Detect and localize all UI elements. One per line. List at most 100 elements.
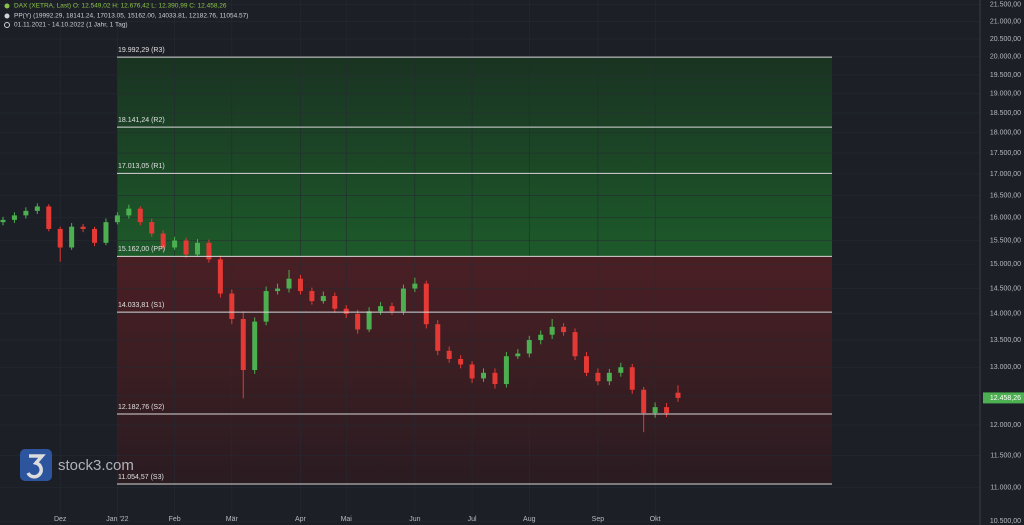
candle-body: [629, 367, 635, 390]
candle-body: [538, 334, 544, 341]
y-tick-label: 16.500,00: [990, 192, 1021, 199]
x-tick-label: Aug: [523, 516, 536, 523]
candle-body: [206, 242, 212, 260]
pivot-label: 15.162,00 (PP): [118, 246, 165, 253]
pivot-label: 18.141,24 (R2): [118, 117, 165, 124]
header-pivots: PP(Y) (19992.29, 18141.24, 17013.05, 151…: [14, 13, 248, 20]
candle-body: [481, 372, 487, 379]
candle-body: [492, 372, 498, 385]
x-tick-label: Feb: [169, 516, 181, 523]
y-tick-label: 14.500,00: [990, 285, 1021, 292]
x-tick-label: Dez: [54, 516, 67, 523]
x-tick-label: Jan '22: [106, 516, 128, 523]
candle-body: [46, 206, 52, 229]
candle-body: [275, 288, 281, 292]
candle-body: [572, 332, 578, 357]
pivot-label: 14.033,81 (S1): [118, 302, 164, 309]
range-icon: [4, 22, 10, 28]
x-tick-label: Mai: [341, 516, 353, 523]
pivot-label: 12.182,76 (S2): [118, 404, 164, 411]
y-tick-label: 19.500,00: [990, 72, 1021, 79]
candle-body: [137, 208, 143, 223]
y-tick-label: 20.000,00: [990, 54, 1021, 61]
candle-body: [378, 306, 384, 312]
candle-body: [435, 324, 441, 351]
resistance-zone: [117, 57, 832, 257]
candle-body: [503, 356, 509, 385]
candle-body: [366, 311, 372, 330]
candle-body: [423, 283, 429, 325]
candle-body: [549, 326, 555, 335]
candle-body: [240, 319, 246, 371]
y-tick-label: 13.000,00: [990, 364, 1021, 371]
candle-body: [263, 291, 269, 322]
candle-body: [595, 372, 601, 382]
candle-body: [0, 219, 6, 223]
candle-body: [11, 215, 17, 220]
candle-body: [217, 259, 223, 294]
candle-body: [309, 291, 315, 302]
candle-body: [149, 222, 155, 234]
candle-body: [583, 356, 589, 373]
x-tick-label: Mär: [226, 516, 239, 523]
candle-body: [343, 308, 349, 314]
y-tick-label: 21.000,00: [990, 19, 1021, 26]
candle-body: [618, 367, 624, 373]
candle-body: [675, 392, 681, 398]
candle-body: [526, 340, 532, 354]
logo-mark: [26, 454, 46, 479]
y-tick-label: 21.500,00: [990, 2, 1021, 9]
symbol-icon: [4, 3, 10, 9]
candle-body: [80, 226, 86, 229]
candle-body: [34, 206, 40, 211]
y-tick-label: 17.500,00: [990, 150, 1021, 157]
candle-body: [332, 296, 338, 309]
y-tick-label: 10.500,00: [990, 518, 1021, 525]
x-tick-label: Sep: [592, 516, 605, 523]
candle-body: [400, 288, 406, 312]
y-tick-label: 18.500,00: [990, 110, 1021, 117]
y-tick-label: 20.500,00: [990, 36, 1021, 43]
candle-body: [297, 278, 303, 292]
candle-body: [664, 407, 670, 414]
y-tick-label: 19.000,00: [990, 91, 1021, 98]
candle-body: [103, 222, 109, 243]
candle-body: [606, 372, 612, 382]
candle-body: [561, 326, 567, 333]
candle-body: [183, 240, 189, 255]
candle-body: [126, 208, 132, 216]
candle-body: [69, 226, 75, 248]
y-tick-label: 14.000,00: [990, 311, 1021, 318]
y-tick-label: 11.000,00: [990, 484, 1021, 491]
candle-body: [446, 350, 452, 359]
x-tick-label: Jul: [468, 516, 477, 523]
candle-body: [320, 296, 326, 302]
y-tick-label: 17.000,00: [990, 171, 1021, 178]
y-tick-label: 16.000,00: [990, 214, 1021, 221]
candle-body: [469, 364, 475, 379]
candle-body: [286, 278, 292, 289]
y-tick-label: 12.000,00: [990, 422, 1021, 429]
candle-body: [412, 283, 418, 289]
candle-body: [172, 240, 178, 248]
y-tick-label: 11.500,00: [990, 452, 1021, 459]
candle-body: [160, 233, 166, 248]
candle-body: [458, 358, 464, 365]
pivot-label: 19.992,29 (R3): [118, 47, 165, 54]
y-tick-label: 15.000,00: [990, 261, 1021, 268]
y-tick-label: 15.500,00: [990, 237, 1021, 244]
candle-body: [57, 228, 63, 248]
candle-body: [652, 407, 658, 414]
header-range: 01.11.2021 - 14.10.2022 (1 Jahr, 1 Tag): [14, 22, 128, 29]
candle-body: [194, 242, 200, 255]
candle-body: [23, 210, 29, 216]
last-price-label: 12.458,26: [990, 395, 1021, 402]
candle-body: [389, 306, 395, 312]
y-tick-label: 18.000,00: [990, 130, 1021, 137]
y-tick-label: 13.500,00: [990, 337, 1021, 344]
candle-body: [355, 313, 361, 330]
candle-body: [641, 389, 647, 414]
candle-body: [252, 321, 258, 371]
